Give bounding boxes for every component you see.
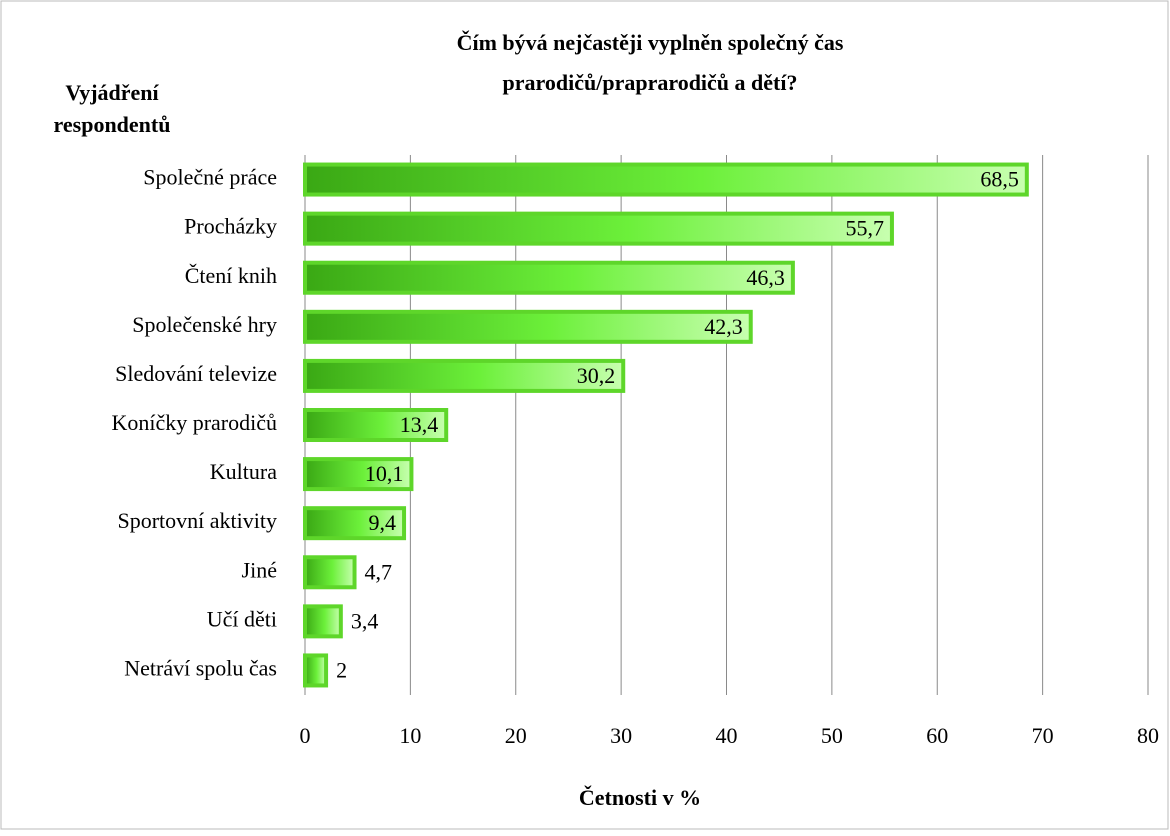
y-tick-label: Procházky [184, 214, 277, 239]
data-label: 46,3 [746, 265, 785, 290]
y-tick-label: Společné práce [143, 165, 277, 190]
data-label: 4,7 [365, 559, 393, 584]
bar [303, 260, 795, 295]
bar [303, 408, 449, 442]
chart-title: Čím bývá nejčastěji vyplněn společný čas [457, 30, 844, 55]
y-tick-label: Sledování televize [115, 361, 277, 386]
x-tick-label: 0 [300, 723, 311, 748]
y-tick-label: Jiné [242, 557, 277, 582]
bar [303, 555, 357, 590]
bar [303, 358, 626, 393]
y-tick-label: Kultura [210, 459, 277, 484]
y-tick-label: Netráví spolu čas [124, 656, 277, 681]
data-label: 9,4 [369, 510, 397, 535]
x-tick-label: 30 [610, 723, 632, 748]
y-tick-label: Koníčky prarodičů [111, 410, 277, 435]
y-axis-label: Vyjádření [65, 80, 159, 105]
bar [303, 604, 343, 639]
x-tick-label: 60 [926, 723, 948, 748]
x-tick-label: 50 [821, 723, 843, 748]
bar [303, 457, 414, 492]
data-label: 2 [336, 658, 347, 683]
y-tick-label: Společenské hry [132, 312, 277, 337]
x-axis-label: Četnosti v % [579, 785, 701, 810]
bar [303, 506, 407, 541]
bar [303, 211, 894, 246]
data-label: 68,5 [980, 167, 1019, 192]
data-label: 30,2 [577, 363, 616, 388]
x-tick-label: 20 [505, 723, 527, 748]
y-tick-label: Sportovní aktivity [118, 508, 278, 533]
bar [303, 162, 1029, 197]
data-label: 3,4 [351, 608, 379, 633]
x-tick-label: 10 [399, 723, 421, 748]
x-tick-label: 40 [716, 723, 738, 748]
x-tick-label: 80 [1137, 723, 1159, 748]
x-tick-label: 70 [1032, 723, 1054, 748]
chart-title: prarodičů/praprarodičů a dětí? [503, 70, 798, 95]
data-label: 13,4 [400, 412, 439, 437]
data-label: 10,1 [365, 461, 404, 486]
bar [303, 309, 753, 344]
data-label: 55,7 [845, 216, 884, 241]
y-tick-label: Čtení knih [185, 263, 277, 288]
bar [303, 653, 329, 688]
data-label: 42,3 [704, 314, 743, 339]
y-tick-label: Učí děti [207, 606, 277, 631]
y-axis-label: respondentů [54, 112, 171, 137]
